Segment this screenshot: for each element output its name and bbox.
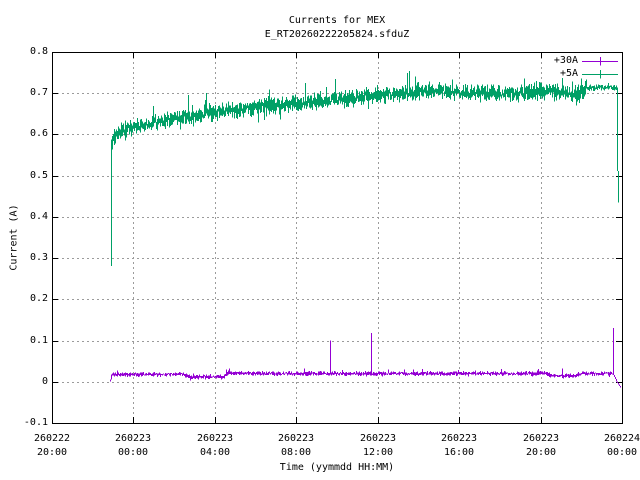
- series-30a-trace: [110, 368, 621, 388]
- x-tick-time-label: 12:00: [362, 447, 394, 458]
- x-tick-time-label: 20:00: [36, 447, 68, 458]
- y-tick-label: 0: [41, 376, 48, 387]
- y-tick-label: 0.6: [29, 128, 48, 139]
- chart-subtitle: E_RT20260222205824.sfduZ: [264, 29, 410, 40]
- y-tick-label: -0.1: [23, 417, 48, 428]
- x-tick-date-label: 260223: [277, 433, 315, 444]
- y-axis-label: Current (A): [8, 204, 20, 271]
- x-tick-time-label: 00:00: [117, 447, 149, 458]
- y-tick-label: 0.8: [29, 46, 48, 57]
- x-tick-time-label: 20:00: [525, 447, 557, 458]
- y-tick-label: 0.1: [29, 335, 48, 346]
- y-tick-label: 0.7: [29, 87, 48, 98]
- legend-sample-30a: [582, 57, 618, 66]
- grid-lines: [52, 52, 622, 423]
- x-tick-date-label: 260223: [359, 433, 397, 444]
- y-tick-label: 0.2: [29, 293, 48, 304]
- x-tick-date-label: 260223: [196, 433, 234, 444]
- chart-title: Currents for MEX: [288, 15, 386, 26]
- x-tick-time-label: 04:00: [199, 447, 231, 458]
- x-tick-time-label: 00:00: [606, 447, 638, 458]
- plot-border: [52, 52, 623, 424]
- series-5a-trace: [111, 71, 619, 267]
- y-tick-label: 0.4: [29, 211, 48, 222]
- axis-tick-marks: [52, 52, 623, 424]
- x-tick-date-label: 260222: [33, 433, 71, 444]
- y-tick-label: 0.5: [29, 170, 48, 181]
- x-tick-date-label: 260223: [522, 433, 560, 444]
- legend-label-30a: +30A: [553, 55, 578, 66]
- x-tick-time-label: 08:00: [280, 447, 312, 458]
- legend-label-5a: +5A: [559, 68, 578, 79]
- x-tick-date-label: 260224: [603, 433, 640, 444]
- x-tick-date-label: 260223: [114, 433, 152, 444]
- x-tick-date-label: 260223: [440, 433, 478, 444]
- legend-sample-5a: [582, 70, 618, 79]
- x-tick-time-label: 16:00: [443, 447, 475, 458]
- x-axis-label: Time (yymmdd HH:MM): [279, 462, 395, 473]
- y-tick-label: 0.3: [29, 252, 48, 263]
